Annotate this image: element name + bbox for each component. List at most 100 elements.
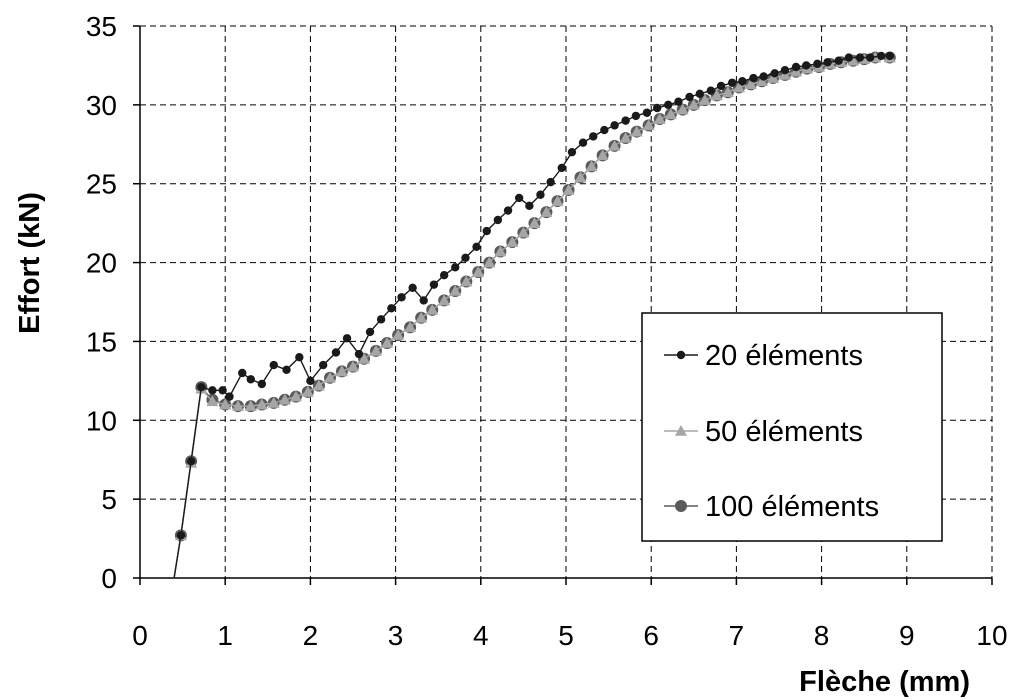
data-point	[429, 280, 439, 289]
data-point	[652, 103, 662, 113]
data-point	[451, 263, 460, 272]
data-point	[238, 368, 247, 378]
data-point	[342, 334, 352, 343]
legend-label: 20 éléments	[705, 340, 863, 372]
data-point	[438, 294, 451, 306]
data-point	[642, 108, 652, 117]
x-tick-label: 9	[899, 620, 915, 651]
data-point	[685, 92, 694, 102]
series-1	[173, 51, 894, 579]
data-point	[574, 171, 587, 183]
y-tick-label: 0	[101, 563, 117, 594]
series-2	[173, 51, 896, 579]
data-point	[503, 206, 513, 215]
data-point	[578, 138, 588, 147]
data-point	[244, 400, 257, 411]
data-point	[630, 125, 643, 137]
data-point	[306, 376, 315, 386]
x-axis-title: Flèche (mm)	[799, 666, 970, 698]
y-axis-title: Effort (kN)	[14, 192, 46, 334]
data-point	[282, 365, 291, 375]
data-point	[844, 53, 854, 62]
data-point	[460, 275, 473, 287]
data-point	[231, 400, 244, 411]
legend-label: 100 éléments	[705, 491, 879, 523]
x-tick-label: 8	[814, 620, 830, 651]
y-tick-label: 10	[86, 405, 117, 436]
data-point	[551, 195, 564, 206]
data-point	[358, 352, 371, 364]
data-point	[732, 81, 745, 93]
data-point	[813, 59, 822, 69]
x-tick-label: 4	[473, 620, 489, 651]
series-layer	[173, 51, 896, 579]
y-tick-label: 5	[101, 484, 117, 515]
data-point	[834, 56, 843, 65]
data-point	[642, 119, 655, 131]
data-point	[295, 353, 304, 362]
data-point	[461, 253, 470, 263]
x-tick-label: 1	[217, 620, 233, 651]
tick-labels: 0 1 2 3 4 5 6 7 8 9 10 0 5 10 15 20 25 30 35	[86, 11, 1008, 651]
legend-swatch-marker	[676, 350, 686, 360]
data-point	[370, 344, 383, 356]
data-point	[674, 97, 683, 106]
data-point	[517, 226, 530, 238]
data-point	[676, 103, 689, 115]
x-tick-label: 6	[643, 620, 659, 651]
data-point	[208, 386, 217, 395]
data-point	[176, 531, 186, 540]
data-point	[540, 206, 553, 217]
data-point	[255, 398, 268, 410]
data-point	[755, 75, 768, 86]
data-point	[608, 139, 621, 151]
data-point	[218, 386, 227, 395]
y-tick-label: 25	[86, 169, 117, 200]
x-tick-label: 3	[388, 620, 404, 651]
data-point	[397, 293, 406, 302]
data-point	[257, 379, 267, 389]
data-point	[759, 72, 768, 81]
x-tick-label: 2	[303, 620, 319, 651]
x-tick-label: 7	[729, 620, 745, 651]
data-point	[619, 131, 632, 143]
data-point	[278, 393, 291, 405]
data-point	[219, 398, 232, 410]
data-point	[716, 81, 726, 91]
data-point	[525, 201, 534, 210]
legend-box	[641, 312, 943, 542]
data-point	[610, 121, 619, 130]
data-point	[847, 54, 860, 66]
data-point	[494, 245, 507, 257]
data-point	[318, 360, 328, 370]
data-point	[419, 296, 428, 305]
data-point	[710, 89, 723, 101]
data-point	[698, 94, 711, 105]
legend-label: 50 éléments	[705, 416, 863, 448]
legend: 20 éléments 50 éléments 100 éléments	[641, 312, 943, 542]
data-point	[885, 51, 894, 61]
data-point	[653, 113, 666, 124]
data-point	[482, 226, 491, 236]
x-tick-label: 10	[976, 620, 1007, 651]
data-point	[392, 329, 405, 340]
data-point	[823, 58, 832, 67]
data-point	[267, 396, 280, 408]
data-point	[472, 266, 485, 277]
data-point	[269, 360, 278, 370]
data-point	[877, 51, 886, 61]
data-point	[528, 217, 541, 228]
data-point	[312, 379, 325, 391]
data-point	[631, 111, 641, 121]
data-point	[415, 311, 428, 323]
data-point	[225, 392, 234, 401]
x-tick-label: 0	[132, 620, 148, 651]
data-point	[449, 284, 462, 296]
data-point	[664, 100, 673, 110]
y-tick-label: 35	[86, 11, 117, 42]
data-point	[695, 89, 704, 99]
data-point	[387, 304, 396, 313]
data-point	[767, 72, 780, 83]
data-point	[589, 132, 598, 141]
data-point	[376, 315, 386, 324]
